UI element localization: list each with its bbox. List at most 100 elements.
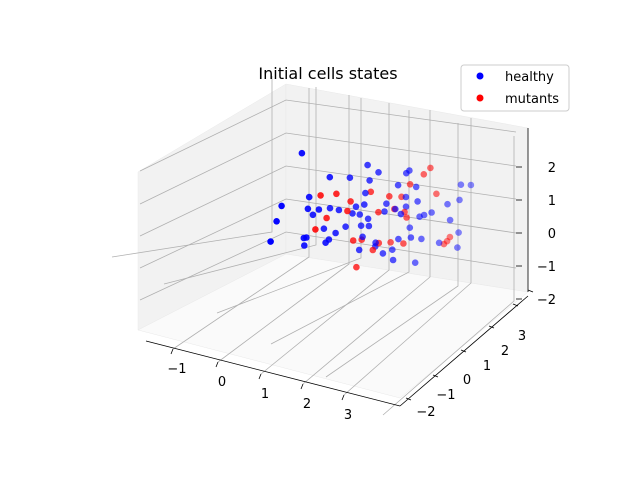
data-point-healthy [364, 215, 372, 223]
data-point-mutants [367, 188, 375, 196]
data-point-healthy [418, 235, 425, 243]
data-point-healthy [349, 210, 356, 217]
x-tick-label: 2 [303, 397, 311, 412]
z-tick-label: 1 [548, 194, 556, 209]
data-point-healthy [411, 259, 419, 267]
data-point-healthy [375, 169, 382, 176]
y-tick [512, 303, 519, 307]
data-point-healthy [359, 233, 366, 241]
data-point-healthy [365, 222, 373, 230]
data-point-mutants [347, 198, 354, 205]
data-point-healthy [355, 246, 363, 254]
data-point-healthy [457, 181, 465, 188]
y-tick [432, 374, 439, 378]
data-point-healthy [305, 193, 313, 201]
data-point-mutants [387, 239, 394, 246]
legend-label-mutants: mutants [505, 92, 559, 107]
legend-frame [460, 64, 570, 112]
legend-marker-healthy [476, 72, 484, 80]
data-point-mutants [427, 164, 434, 172]
data-point-healthy [356, 211, 364, 218]
data-point-healthy [455, 229, 462, 236]
y-tick-label: 2 [501, 344, 509, 359]
data-point-healthy [446, 216, 454, 224]
data-point-mutants [353, 263, 360, 271]
data-point-healthy [362, 189, 369, 197]
data-point-healthy [357, 222, 365, 229]
data-point-healthy [412, 183, 420, 191]
y-tick [405, 397, 412, 401]
data-point-healthy [322, 239, 329, 246]
data-points [267, 149, 475, 271]
x-tick [341, 394, 345, 401]
x-tick [300, 383, 304, 390]
data-point-healthy [278, 202, 285, 210]
data-point-healthy [414, 198, 421, 205]
chart-title: Initial cells states [258, 64, 397, 83]
data-point-mutants [433, 190, 440, 198]
x-tick [215, 361, 219, 368]
data-point-healthy [300, 234, 308, 242]
data-point-mutants [406, 181, 414, 188]
data-point-healthy [397, 210, 405, 218]
data-point-healthy [407, 234, 415, 241]
data-point-healthy [335, 206, 343, 214]
legend-label-healthy: healthy [505, 70, 554, 85]
x-tick-label: −1 [167, 362, 186, 377]
data-point-mutants [317, 192, 324, 199]
legend-marker-mutants [476, 94, 484, 102]
data-point-healthy [372, 239, 379, 246]
y-tick-label: 1 [483, 359, 491, 374]
data-point-healthy [301, 242, 308, 249]
data-point-healthy [435, 239, 443, 247]
data-point-mutants [369, 246, 377, 254]
data-point-healthy [402, 203, 410, 210]
data-point-mutants [400, 240, 407, 247]
data-point-healthy [342, 223, 349, 230]
data-point-healthy [389, 256, 397, 264]
y-tick [527, 289, 534, 293]
data-point-healthy [389, 246, 396, 253]
x-tick-label: 0 [218, 375, 226, 390]
z-tick-label: −2 [537, 293, 556, 308]
y-tick [488, 325, 495, 329]
data-point-mutants [344, 207, 351, 215]
data-point-healthy [392, 205, 399, 213]
x-tick-label: 3 [344, 408, 352, 423]
data-point-healthy [379, 250, 387, 257]
data-point-healthy [383, 200, 390, 207]
data-point-mutants [333, 190, 340, 198]
x-tick-label: 1 [261, 387, 269, 402]
data-point-healthy [444, 200, 451, 208]
z-tick-label: 0 [548, 227, 556, 242]
data-point-healthy [267, 238, 274, 245]
data-point-healthy [304, 205, 312, 213]
data-point-mutants [349, 237, 357, 244]
data-point-healthy [366, 177, 373, 184]
data-point-healthy [403, 169, 410, 177]
data-point-healthy [381, 208, 388, 215]
data-point-healthy [361, 201, 368, 208]
z-tick-label: 2 [548, 161, 556, 176]
data-point-healthy [273, 218, 280, 225]
data-point-mutants [403, 214, 410, 221]
data-point-healthy [454, 244, 461, 251]
data-point-healthy [428, 209, 435, 216]
x-axis-line [145, 340, 401, 407]
data-point-mutants [312, 226, 319, 233]
data-point-healthy [394, 181, 402, 189]
data-point-healthy [467, 181, 475, 189]
legend: healthy mutants [460, 64, 570, 112]
data-point-healthy [315, 206, 323, 213]
data-point-healthy [309, 211, 317, 219]
data-point-mutants [375, 208, 382, 216]
data-point-healthy [395, 235, 402, 243]
data-point-mutants [420, 171, 428, 178]
data-point-healthy [456, 196, 463, 204]
x-tick [258, 373, 262, 380]
data-point-healthy [346, 174, 354, 181]
x-tick [170, 348, 174, 355]
